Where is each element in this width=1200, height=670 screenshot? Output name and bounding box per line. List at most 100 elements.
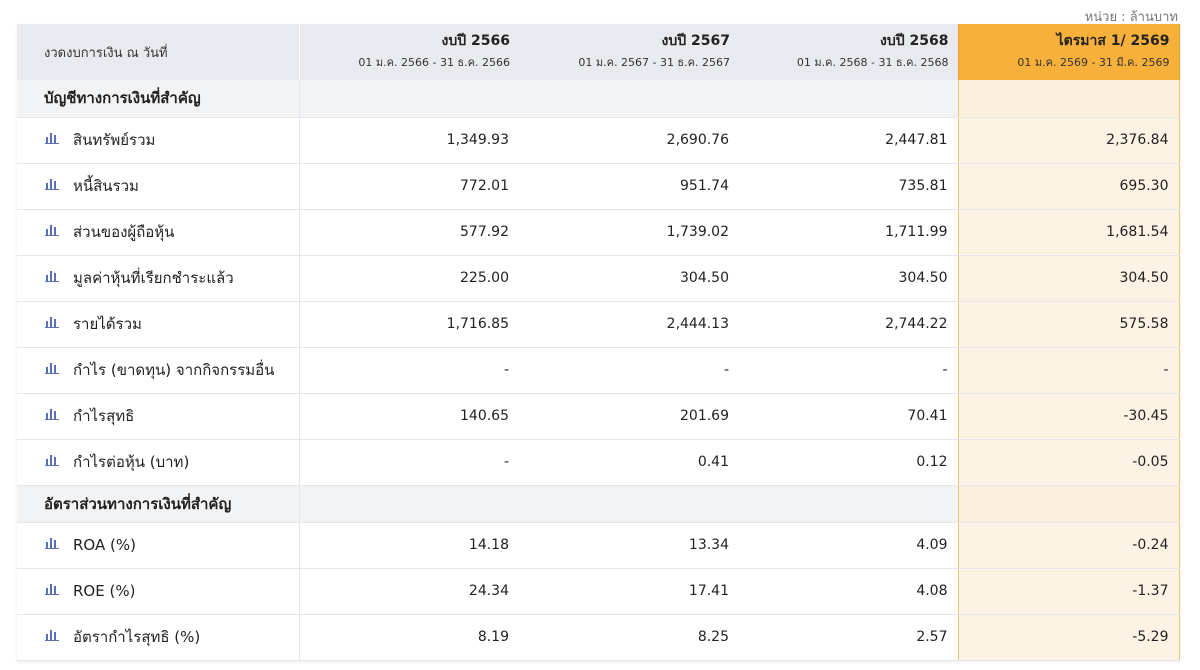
column-range: 01 ม.ค. 2566 - 31 ธ.ค. 2566 [358,56,510,69]
row-label: ROA (%) [73,536,136,554]
table-row: กำไร (ขาดทุน) จากกิจกรรมอื่น - - - - [17,347,1180,394]
value-cell: 2,447.81 [739,117,958,164]
column-range: 01 ม.ค. 2569 - 31 มี.ค. 2569 [1017,56,1170,69]
column-title: งบปี 2568 [880,33,949,49]
value-cell: 2.57 [739,614,958,661]
table-header-row: งวดงบการเงิน ณ วันที่ งบปี 2566 01 ม.ค. … [17,24,1180,80]
value-cell: 13.34 [519,522,739,569]
table-row: กำไรสุทธิ 140.65 201.69 70.41 -30.45 [17,393,1180,440]
row-label: กำไรต่อหุ้น (บาท) [73,453,190,471]
section-empty-cell [957,80,1180,118]
value-cell: 695.30 [957,163,1180,210]
value-cell: 70.41 [739,393,958,440]
row-label-cell: สินทรัพย์รวม [17,117,300,164]
value-cell: 1,739.02 [519,209,739,256]
unit-note: หน่วย : ล้านบาท [1084,10,1178,25]
section-empty-cell [299,485,519,523]
value-cell: -0.24 [957,522,1180,569]
value-cell: -30.45 [957,393,1180,440]
row-label: สินทรัพย์รวม [73,131,156,149]
row-label: มูลค่าหุ้นที่เรียกชำระแล้ว [73,269,234,287]
value-cell: 2,444.13 [519,301,739,348]
value-cell: 4.09 [739,522,958,569]
column-header-2568: งบปี 2568 01 ม.ค. 2568 - 31 ธ.ค. 2568 [739,24,958,80]
row-label-cell: ROE (%) [17,568,300,615]
row-label: ส่วนของผู้ถือหุ้น [73,223,175,241]
section-title: อัตราส่วนทางการเงินที่สำคัญ [17,485,300,523]
row-label-cell: มูลค่าหุ้นที่เรียกชำระแล้ว [17,255,300,302]
value-cell: 14.18 [299,522,519,569]
row-label: กำไรสุทธิ [73,407,135,425]
column-title: งบปี 2567 [661,33,730,49]
value-cell: 8.19 [299,614,519,661]
column-title: งบปี 2566 [441,33,510,49]
value-cell: - [299,347,519,394]
value-cell: - [519,347,739,394]
bar-chart-icon[interactable] [45,629,61,641]
bar-chart-icon[interactable] [45,178,61,190]
bar-chart-icon[interactable] [45,408,61,420]
value-cell: -0.05 [957,439,1180,486]
section-empty-cell [519,80,739,118]
value-cell: 225.00 [299,255,519,302]
row-label: ROE (%) [73,582,136,600]
row-label-cell: ROA (%) [17,522,300,569]
column-header-2567: งบปี 2567 01 ม.ค. 2567 - 31 ธ.ค. 2567 [519,24,739,80]
row-label-cell: หนี้สินรวม [17,163,300,210]
row-label-cell: กำไรสุทธิ [17,393,300,440]
section-empty-cell [739,80,958,118]
column-range: 01 ม.ค. 2567 - 31 ธ.ค. 2567 [578,56,730,69]
bar-chart-icon[interactable] [45,270,61,282]
financial-table: งวดงบการเงิน ณ วันที่ งบปี 2566 01 ม.ค. … [17,24,1180,661]
value-cell: 24.34 [299,568,519,615]
value-cell: - [739,347,958,394]
table-row: ส่วนของผู้ถือหุ้น 577.92 1,739.02 1,711.99 1… [17,209,1180,256]
table-row: อัตรากำไรสุทธิ (%) 8.19 8.25 2.57 -5.29 [17,614,1180,661]
section-header-row: อัตราส่วนทางการเงินที่สำคัญ [17,485,1180,523]
bar-chart-icon[interactable] [45,316,61,328]
value-cell: 2,376.84 [957,117,1180,164]
row-label-cell: อัตรากำไรสุทธิ (%) [17,614,300,661]
value-cell: - [299,439,519,486]
row-label: กำไร (ขาดทุน) จากกิจกรรมอื่น [73,361,275,379]
bar-chart-icon[interactable] [45,537,61,549]
table-row: หนี้สินรวม 772.01 951.74 735.81 695.30 [17,163,1180,210]
table-row: มูลค่าหุ้นที่เรียกชำระแล้ว 225.00 304.50 30… [17,255,1180,302]
value-cell: 304.50 [957,255,1180,302]
bar-chart-icon[interactable] [45,583,61,595]
value-cell: 2,690.76 [519,117,739,164]
value-cell: 951.74 [519,163,739,210]
value-cell: 1,681.54 [957,209,1180,256]
value-cell: - [957,347,1180,394]
value-cell: 17.41 [519,568,739,615]
section-empty-cell [299,80,519,118]
value-cell: 0.12 [739,439,958,486]
bar-chart-icon[interactable] [45,132,61,144]
bar-chart-icon[interactable] [45,454,61,466]
row-label: อัตรากำไรสุทธิ (%) [73,628,201,646]
value-cell: -1.37 [957,568,1180,615]
value-cell: 304.50 [739,255,958,302]
row-label: รายได้รวม [73,315,142,333]
row-label: หนี้สินรวม [73,177,139,195]
value-cell: 140.65 [299,393,519,440]
value-cell: 201.69 [519,393,739,440]
column-header-q1-2569: ไตรมาส 1/ 2569 01 ม.ค. 2569 - 31 มี.ค. 2… [957,24,1180,80]
section-header-row: บัญชีทางการเงินที่สำคัญ [17,80,1180,118]
bar-chart-icon[interactable] [45,224,61,236]
table-row: ROE (%) 24.34 17.41 4.08 -1.37 [17,568,1180,615]
value-cell: 0.41 [519,439,739,486]
value-cell: 577.92 [299,209,519,256]
value-cell: 575.58 [957,301,1180,348]
value-cell: 1,349.93 [299,117,519,164]
table-body: บัญชีทางการเงินที่สำคัญสินทรัพย์รวม 1,349… [17,80,1180,661]
value-cell: 1,711.99 [739,209,958,256]
row-label-cell: กำไร (ขาดทุน) จากกิจกรรมอื่น [17,347,300,394]
column-title: ไตรมาส 1/ 2569 [1056,33,1170,49]
column-range: 01 ม.ค. 2568 - 31 ธ.ค. 2568 [796,56,949,69]
value-cell: 1,716.85 [299,301,519,348]
bar-chart-icon[interactable] [45,362,61,374]
section-empty-cell [519,485,739,523]
section-title: บัญชีทางการเงินที่สำคัญ [17,80,300,118]
